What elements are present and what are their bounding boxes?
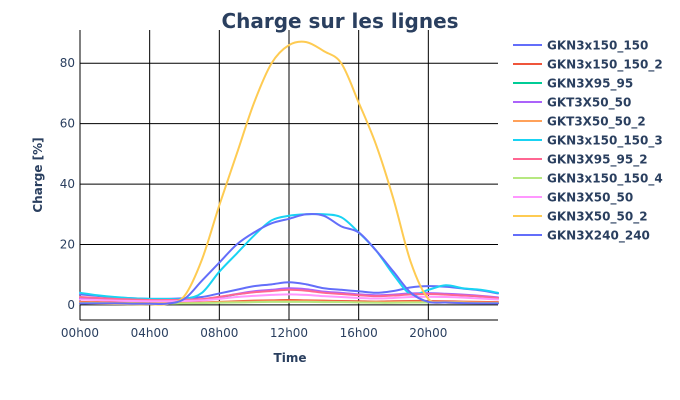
legend-label: GKT3X50_50 [547, 96, 631, 111]
x-tick-label: 12h00 [270, 326, 308, 340]
y-tick-label: 80 [60, 56, 75, 70]
legend-label: GKN3X95_95 [547, 77, 633, 92]
legend-item[interactable]: GKN3x150_150 [513, 39, 648, 54]
legend[interactable]: GKN3x150_150 GKN3x150_150_2 GKN3X95_95 GKT3… [513, 39, 663, 244]
legend-item[interactable]: GKN3X240_240 [513, 229, 650, 244]
legend-item[interactable]: GKN3X50_50 [513, 191, 633, 206]
legend-label: GKN3x150_150 [547, 39, 648, 54]
legend-item[interactable]: GKN3X95_95_2 [513, 153, 648, 168]
legend-item[interactable]: GKT3X50_50_2 [513, 115, 646, 130]
legend-label: GKN3x150_150_3 [547, 134, 663, 149]
x-axis-title: Time [274, 351, 307, 365]
series-line-gkn3x95-95-2 [79, 288, 499, 302]
chart-title: Charge sur les lignes [221, 9, 458, 33]
y-tick-label: 0 [67, 298, 75, 312]
y-tick-label: 20 [60, 237, 75, 251]
series-line-gkn3x150-150-3 [79, 212, 499, 301]
axes: 00h00 04h00 08h00 12h00 16h00 20h00 0 20 40 60 80 [60, 56, 498, 340]
legend-item[interactable]: GKN3x150_150_3 [513, 134, 663, 149]
x-tick-label: 20h00 [409, 326, 447, 340]
x-tick-label: 08h00 [200, 326, 238, 340]
series-line-gkn3x50-50 [79, 293, 499, 303]
grid-lines [79, 30, 498, 320]
legend-label: GKN3X50_50_2 [547, 210, 648, 225]
legend-label: GKN3X95_95_2 [547, 153, 648, 168]
legend-label: GKN3x150_150_4 [547, 172, 663, 187]
legend-label: GKT3X50_50_2 [547, 115, 646, 130]
legend-item[interactable]: GKT3X50_50 [513, 96, 631, 111]
legend-label: GKN3X50_50 [547, 191, 633, 206]
y-tick-label: 60 [60, 117, 75, 131]
y-tick-label: 40 [60, 177, 75, 191]
x-tick-label: 00h00 [61, 326, 99, 340]
legend-label: GKN3x150_150_2 [547, 58, 663, 73]
legend-item[interactable]: GKN3x150_150_4 [513, 172, 663, 187]
legend-item[interactable]: GKN3x150_150_2 [513, 58, 663, 73]
x-tick-label: 16h00 [340, 326, 378, 340]
legend-item[interactable]: GKN3X50_50_2 [513, 210, 648, 225]
series-line-gkn3x240-240 [79, 212, 499, 306]
legend-item[interactable]: GKN3X95_95 [513, 77, 633, 92]
legend-label: GKN3X240_240 [547, 229, 650, 244]
series-lines [79, 40, 499, 306]
x-tick-label: 04h00 [131, 326, 169, 340]
y-axis-title: Charge [%] [31, 137, 45, 212]
